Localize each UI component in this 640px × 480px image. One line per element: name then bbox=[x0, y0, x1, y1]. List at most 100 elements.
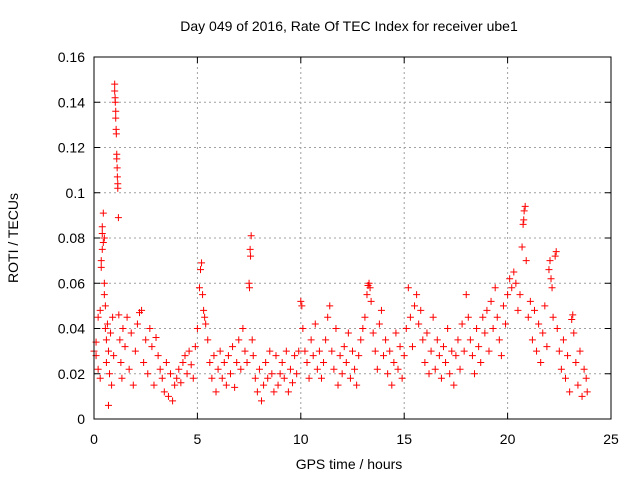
data-point bbox=[526, 297, 534, 305]
data-point bbox=[446, 370, 454, 378]
data-point bbox=[160, 388, 168, 396]
data-point bbox=[148, 343, 156, 351]
data-point bbox=[282, 347, 290, 355]
data-point bbox=[112, 130, 120, 138]
data-point bbox=[549, 313, 557, 321]
y-axis-label: ROTI / TECUs bbox=[5, 193, 21, 283]
data-point bbox=[100, 279, 108, 287]
data-point bbox=[450, 381, 458, 389]
data-point bbox=[338, 370, 346, 378]
data-point bbox=[154, 352, 162, 360]
data-point bbox=[311, 320, 319, 328]
data-point bbox=[326, 302, 334, 310]
data-point bbox=[199, 291, 207, 299]
data-point bbox=[437, 374, 445, 382]
y-tick-label: 0.04 bbox=[58, 321, 85, 337]
data-point bbox=[524, 313, 532, 321]
data-point bbox=[102, 358, 110, 366]
data-point bbox=[349, 347, 356, 355]
data-point bbox=[317, 374, 325, 382]
data-point bbox=[466, 336, 474, 344]
data-point bbox=[315, 347, 323, 355]
data-point bbox=[425, 370, 433, 378]
data-point bbox=[98, 245, 106, 253]
data-point bbox=[495, 336, 503, 344]
data-point bbox=[413, 291, 421, 299]
data-point bbox=[246, 245, 254, 253]
data-point bbox=[274, 381, 282, 389]
data-point bbox=[369, 329, 377, 337]
data-point bbox=[373, 365, 381, 373]
data-point bbox=[384, 370, 392, 378]
data-point bbox=[177, 379, 185, 387]
data-point bbox=[272, 352, 280, 360]
data-point bbox=[342, 358, 350, 366]
data-point bbox=[555, 347, 563, 355]
data-point bbox=[392, 329, 400, 337]
data-point bbox=[117, 358, 125, 366]
data-point bbox=[158, 374, 166, 382]
data-point bbox=[247, 252, 255, 260]
data-point bbox=[324, 313, 332, 321]
data-point bbox=[237, 365, 245, 373]
data-point bbox=[138, 306, 146, 314]
data-point bbox=[299, 325, 307, 332]
data-point bbox=[214, 365, 222, 373]
data-point bbox=[268, 370, 276, 378]
data-point bbox=[226, 370, 234, 378]
data-point bbox=[98, 229, 106, 237]
data-point bbox=[119, 325, 127, 332]
data-point bbox=[110, 352, 118, 360]
data-point bbox=[491, 284, 499, 292]
data-point bbox=[106, 370, 114, 378]
data-point bbox=[222, 381, 230, 389]
data-point bbox=[164, 392, 172, 400]
data-point bbox=[101, 325, 109, 332]
data-point bbox=[448, 347, 456, 355]
y-tick-label: 0.16 bbox=[58, 49, 85, 65]
x-tick-label: 20 bbox=[500, 431, 516, 447]
y-tick-label: 0.14 bbox=[58, 94, 85, 110]
data-point bbox=[280, 374, 288, 382]
data-point bbox=[169, 397, 177, 405]
data-point bbox=[429, 313, 437, 321]
data-point bbox=[367, 297, 375, 305]
data-point bbox=[580, 365, 588, 373]
data-point bbox=[216, 347, 224, 355]
data-point bbox=[493, 313, 501, 321]
data-point bbox=[357, 336, 365, 344]
data-point bbox=[406, 313, 414, 321]
data-point bbox=[582, 374, 590, 382]
data-point bbox=[229, 343, 237, 351]
data-point bbox=[179, 358, 187, 366]
data-point bbox=[197, 266, 205, 274]
data-point bbox=[545, 266, 553, 274]
data-point bbox=[366, 284, 374, 292]
data-point bbox=[100, 291, 108, 299]
data-point bbox=[303, 358, 311, 366]
data-point bbox=[104, 347, 112, 355]
data-point bbox=[121, 343, 129, 351]
data-point bbox=[224, 352, 232, 360]
data-point bbox=[552, 248, 560, 256]
data-point bbox=[458, 320, 466, 328]
y-tick-label: 0.02 bbox=[58, 366, 85, 382]
data-point bbox=[218, 374, 226, 382]
data-point bbox=[363, 291, 371, 299]
data-point bbox=[235, 336, 243, 344]
data-point bbox=[305, 374, 313, 382]
data-point bbox=[291, 352, 299, 360]
data-point bbox=[460, 347, 468, 355]
data-point bbox=[284, 388, 292, 396]
data-point bbox=[351, 365, 359, 373]
data-point bbox=[260, 381, 268, 389]
data-point bbox=[152, 334, 160, 342]
data-point bbox=[131, 347, 139, 355]
data-point bbox=[477, 358, 485, 366]
data-point bbox=[539, 329, 547, 337]
data-point bbox=[175, 365, 183, 373]
data-point bbox=[508, 284, 516, 292]
data-point bbox=[361, 313, 369, 321]
x-tick-label: 25 bbox=[603, 431, 619, 447]
